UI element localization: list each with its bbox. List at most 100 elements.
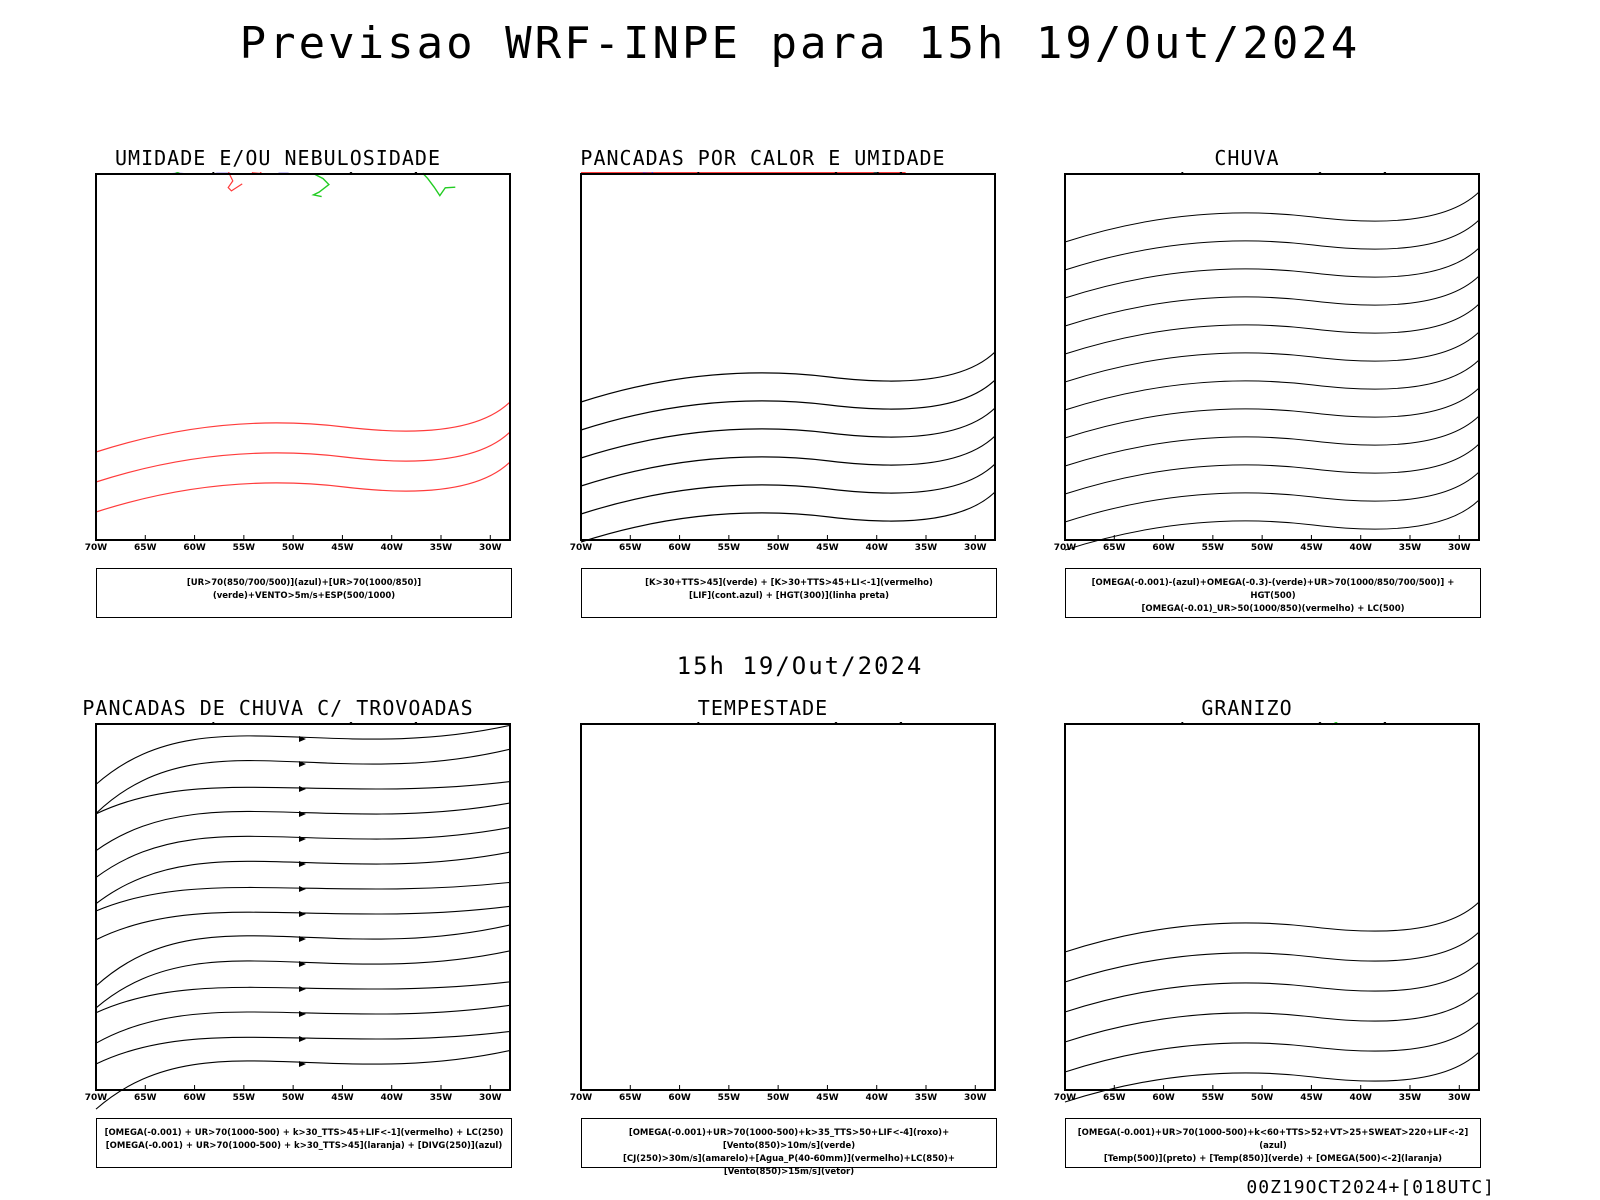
flow-arrow xyxy=(299,1011,306,1017)
caption-line: [OMEGA(-0.001)+UR>70(1000-500)+k>35_TTS>… xyxy=(628,1128,950,1151)
streamline-250 xyxy=(95,1004,511,1044)
height-500-contour xyxy=(1064,191,1480,243)
lon-tick-label: 60W xyxy=(1152,1093,1175,1103)
lon-tick-label: 70W xyxy=(570,1093,593,1103)
lon-tick-label: 45W xyxy=(331,1093,354,1103)
lon-tick-label: 65W xyxy=(134,1093,157,1103)
thickness-line xyxy=(95,431,511,483)
height-500-contour xyxy=(1064,275,1480,327)
caption-line: [OMEGA(-0.001) + UR>70(1000-500) + k>30_… xyxy=(105,1141,503,1151)
panel-title: GRANIZO xyxy=(1201,696,1293,720)
height-300-contour xyxy=(580,407,996,459)
lon-tick-label: 60W xyxy=(668,1093,691,1103)
map-frame xyxy=(95,723,511,1091)
height-500-contour xyxy=(1064,359,1480,411)
lon-tick-label: 55W xyxy=(233,1093,256,1103)
streamline-250 xyxy=(95,851,511,905)
lon-tick-label: 45W xyxy=(816,1093,839,1103)
caption-line: [OMEGA(-0.001)-(azul)+OMEGA(-0.3)-(verde… xyxy=(1091,578,1455,601)
caption-line: [OMEGA(-0.001) + UR>70(1000-500) + k>30_… xyxy=(104,1128,504,1138)
lon-tick-label: 65W xyxy=(134,543,157,553)
map-umidade: 1008101210121012100810161016101210081012… xyxy=(85,172,511,553)
lon-tick-label: 30W xyxy=(964,543,987,553)
lon-tick-label: 65W xyxy=(1103,1093,1126,1103)
streamline-250 xyxy=(95,826,511,878)
pacific-coastline xyxy=(1027,722,1062,724)
caption-line: [CJ(250)>30m/s](amarelo)+[Agua_P(40-60mm… xyxy=(622,1154,956,1177)
panel-caption: [K>30+TTS>45](verde) + [K>30+TTS>45+LI<-… xyxy=(581,568,997,618)
map-background xyxy=(581,174,995,540)
map-pancadas-calor: 96009600960096009520952095209440936012S1… xyxy=(570,172,996,553)
panel-title: CHUVA xyxy=(1214,146,1280,170)
height-500-contour xyxy=(1064,415,1480,467)
height-300-contour xyxy=(580,435,996,487)
lon-tick-label: 30W xyxy=(479,543,502,553)
height-500-contour xyxy=(1064,499,1480,551)
lon-tick-label: 35W xyxy=(430,543,453,553)
lon-tick-label: 50W xyxy=(767,1093,790,1103)
height-500-contour xyxy=(1064,247,1480,299)
map-frame xyxy=(1064,173,1480,541)
panel-umidade: UMIDADE E/OU NEBULOSIDADE 10081012101210… xyxy=(58,146,512,618)
streamline-250 xyxy=(95,950,511,1009)
map-background xyxy=(96,174,510,540)
flow-arrow xyxy=(299,1061,306,1067)
lon-tick-label: 35W xyxy=(1399,1093,1422,1103)
map-frame xyxy=(1064,723,1480,1091)
lon-tick-label: 55W xyxy=(718,543,741,553)
lon-tick-label: 55W xyxy=(1202,543,1225,553)
lon-tick-label: 55W xyxy=(718,1093,741,1103)
lon-tick-label: 55W xyxy=(1202,1093,1225,1103)
height-500-contour xyxy=(1064,387,1480,439)
lon-tick-label: 70W xyxy=(85,1093,108,1103)
lon-tick-label: 50W xyxy=(282,543,305,553)
panel-granizo: GRANIZO -12-12-15-15-18151812S15S18S21S2… xyxy=(1027,696,1481,1168)
page-title: Previsao WRF-INPE para 15h 19/Out/2024 xyxy=(239,18,1361,69)
caption-line: [UR>70(850/700/500)](azul)+[UR>70(1000/8… xyxy=(186,578,422,601)
streamline-250 xyxy=(95,724,511,785)
panel-trovoadas: PANCADAS DE CHUVA C/ TROVOADAS 12S15S18S… xyxy=(58,696,512,1168)
map-chuva: 58257957657357012S15S18S21S24S27S30S33S3… xyxy=(1027,172,1480,553)
lon-tick-label: 30W xyxy=(1448,543,1471,553)
streamline-250 xyxy=(95,1049,511,1110)
flow-arrow xyxy=(299,986,306,992)
map-background xyxy=(581,724,995,1090)
lon-tick-label: 50W xyxy=(282,1093,305,1103)
lon-tick-label: 60W xyxy=(183,543,206,553)
flow-arrow xyxy=(299,861,306,867)
panel-title: PANCADAS POR CALOR E UMIDADE xyxy=(580,146,946,170)
map-frame xyxy=(580,723,996,1091)
caption-line: [K>30+TTS>45](verde) + [K>30+TTS>45+LI<-… xyxy=(645,578,933,588)
lon-tick-label: 55W xyxy=(233,543,256,553)
streamline-250 xyxy=(95,881,511,912)
map-background xyxy=(1065,174,1479,540)
lon-tick-label: 70W xyxy=(1054,1093,1077,1103)
lon-tick-label: 60W xyxy=(668,543,691,553)
lon-tick-label: 35W xyxy=(430,1093,453,1103)
lon-tick-label: 70W xyxy=(570,543,593,553)
temp-500-contour xyxy=(1064,901,1480,953)
panel-caption: [OMEGA(-0.001)-(azul)+OMEGA(-0.3)-(verde… xyxy=(1065,568,1481,618)
panel-caption: [OMEGA(-0.001) + UR>70(1000-500) + k>30_… xyxy=(96,1118,512,1168)
lon-tick-label: 30W xyxy=(1448,1093,1471,1103)
temp-500-contour xyxy=(1064,991,1480,1043)
lon-tick-label: 65W xyxy=(619,543,642,553)
panel-chuva: CHUVA 58257957657357012S15S18S21S24S27S3… xyxy=(1027,146,1481,618)
lon-tick-label: 50W xyxy=(1251,1093,1274,1103)
height-500-contour xyxy=(1064,219,1480,271)
pacific-coastline xyxy=(1027,172,1062,174)
streamline-250 xyxy=(95,780,511,815)
lon-tick-label: 65W xyxy=(1103,543,1126,553)
temp-500-contour xyxy=(1064,931,1480,983)
lon-tick-label: 40W xyxy=(1349,543,1372,553)
lon-tick-label: 30W xyxy=(479,1093,502,1103)
lon-tick-label: 45W xyxy=(1300,1093,1323,1103)
height-300-contour xyxy=(580,491,996,543)
flow-arrow xyxy=(299,786,306,792)
panel-pancadas-calor: PANCADAS POR CALOR E UMIDADE 96009600960… xyxy=(543,146,997,618)
lon-tick-label: 40W xyxy=(865,543,888,553)
lon-tick-label: 35W xyxy=(915,1093,938,1103)
panel-caption: [UR>70(850/700/500)](azul)+[UR>70(1000/8… xyxy=(96,568,512,618)
flow-arrow xyxy=(299,761,306,767)
height-300-contour xyxy=(580,463,996,515)
